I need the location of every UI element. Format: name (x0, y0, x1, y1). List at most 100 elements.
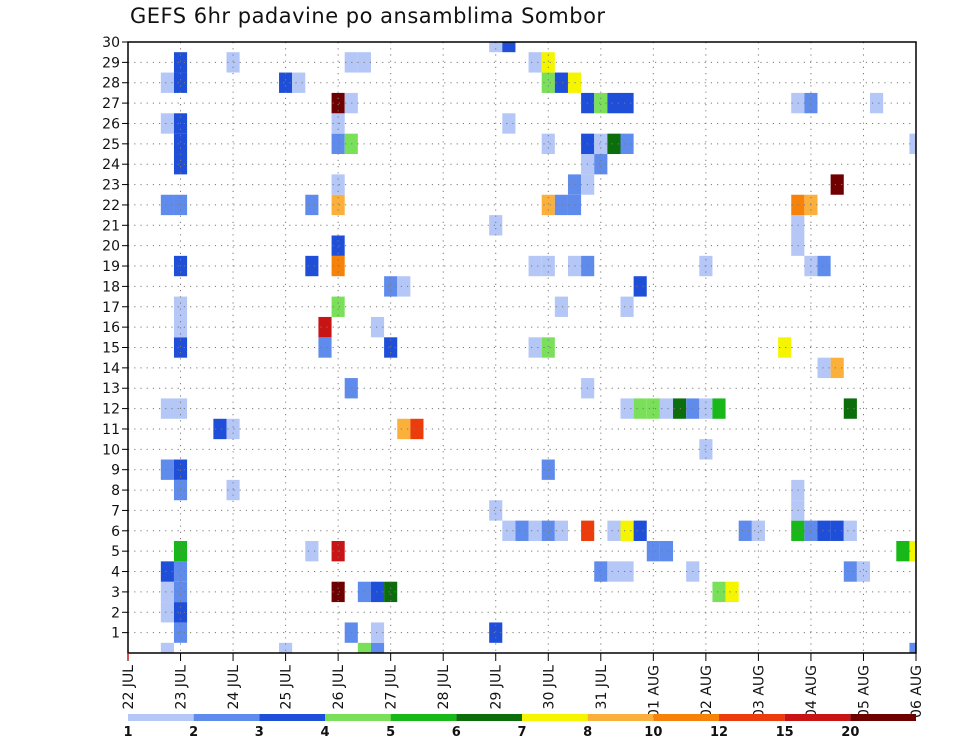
heatmap-cells (160, 42, 916, 653)
heatmap-cell (173, 154, 188, 175)
heatmap-cell (659, 540, 674, 562)
y-tick-label: 1 (111, 626, 120, 642)
heatmap-cell (620, 92, 634, 114)
heatmap-cell (541, 52, 555, 73)
heatmap-cell (817, 255, 831, 277)
y-tick-label: 29 (102, 55, 120, 71)
heatmap-cell (528, 337, 542, 358)
colorbar-swatch (784, 714, 851, 721)
colorbar-label: 15 (776, 725, 794, 740)
y-tick-label: 23 (102, 178, 120, 194)
y-tick-label: 6 (111, 524, 120, 540)
heatmap-cell (160, 72, 174, 93)
x-axis: 22 JUL 23 JUL 24 JUL 25 JUL 26 JUL 27 JUL 28 J… (121, 653, 925, 718)
chart-title: GEFS 6hr padavine po ansamblima Sombor (130, 4, 606, 28)
heatmap-cell (870, 92, 884, 114)
heatmap-cell (331, 194, 345, 216)
heatmap-cell (173, 602, 188, 623)
x-tick-label: 24 JUL (226, 665, 242, 710)
heatmap-cell (410, 418, 424, 440)
y-tick-label: 3 (111, 585, 120, 601)
colorbar-swatch (325, 714, 391, 721)
heatmap-cell (528, 520, 542, 541)
heatmap-cell (331, 174, 345, 195)
colorbar-label: 6 (452, 725, 461, 740)
heatmap-cell (397, 276, 411, 297)
heatmap-cell (738, 520, 752, 541)
colorbar-label: 10 (644, 725, 662, 740)
heatmap-cell (712, 398, 726, 419)
colorbar-swatch (390, 714, 457, 721)
x-tick-label: 25 JUL (279, 665, 295, 710)
heatmap-cell (817, 520, 831, 541)
heatmap-cell (594, 92, 608, 114)
y-tick-label: 25 (102, 137, 120, 153)
heatmap-cell (502, 113, 516, 134)
colorbar-swatch (259, 714, 325, 721)
colorbar-label: 2 (189, 725, 198, 740)
heatmap-cell (226, 52, 240, 73)
colorbar-label: 8 (583, 725, 592, 740)
y-tick-label: 20 (102, 239, 120, 255)
heatmap-cell (751, 520, 765, 541)
heatmap-cell (489, 42, 503, 53)
colorbar-swatch (128, 714, 194, 721)
heatmap-cell (370, 622, 385, 643)
colorbar-label: 1 (123, 725, 132, 740)
heatmap-cell (331, 581, 345, 603)
x-tick-label: 01 AUG (646, 665, 662, 718)
x-tick-label: 22 JUL (121, 665, 137, 710)
heatmap-cell (633, 276, 647, 297)
heatmap-cell (554, 520, 568, 541)
heatmap-cell (541, 72, 555, 93)
heatmap-cell (173, 52, 188, 73)
y-tick-label: 10 (102, 442, 120, 458)
heatmap-cell (778, 337, 792, 358)
heatmap-cell (305, 255, 319, 277)
x-tick-label: 04 AUG (804, 665, 820, 718)
heatmap-cell (173, 133, 188, 155)
y-tick-label: 13 (102, 381, 120, 397)
heatmap-cell (620, 296, 634, 317)
heatmap-cell (541, 337, 555, 358)
heatmap-cell (554, 296, 568, 317)
y-tick-label: 4 (111, 565, 120, 581)
x-tick-label: 05 AUG (856, 665, 872, 718)
heatmap-cell (173, 316, 188, 338)
colorbar-swatch (850, 714, 916, 721)
heatmap-cell (226, 418, 240, 440)
heatmap-cell (620, 133, 634, 155)
heatmap-cell (909, 133, 916, 155)
y-tick-label: 9 (111, 463, 120, 479)
x-tick-label: 28 JUL (436, 665, 452, 710)
heatmap-cell (397, 418, 411, 440)
heatmap-cell (633, 520, 647, 541)
heatmap-cell (896, 540, 910, 562)
heatmap-cell (292, 72, 306, 93)
heatmap-cell (384, 276, 398, 297)
heatmap-cell (554, 194, 568, 216)
x-tick-label: 02 AUG (699, 665, 715, 718)
heatmap-cell (331, 235, 345, 256)
colorbar-label: 4 (320, 725, 329, 740)
x-tick-label: 26 JUL (331, 665, 347, 710)
heatmap-cell (594, 154, 608, 175)
heatmap-cell (331, 133, 345, 155)
y-tick-label: 12 (102, 402, 120, 418)
x-tick-label: 27 JUL (384, 665, 400, 710)
heatmap-cell (331, 92, 345, 114)
heatmap-cell (318, 316, 332, 338)
heatmap-cell (357, 642, 371, 653)
heatmap-cell (370, 642, 385, 653)
y-tick-label: 21 (102, 218, 120, 234)
heatmap-cell (817, 357, 831, 379)
heatmap-cell (843, 398, 857, 419)
heatmap-cell (528, 255, 542, 277)
heatmap-cell (607, 133, 621, 155)
colorbar-swatch (587, 714, 654, 721)
heatmap-cell (279, 72, 293, 93)
heatmap-cell (173, 581, 188, 603)
colorbar-label: 12 (710, 725, 728, 740)
heatmap-cell (620, 520, 634, 541)
